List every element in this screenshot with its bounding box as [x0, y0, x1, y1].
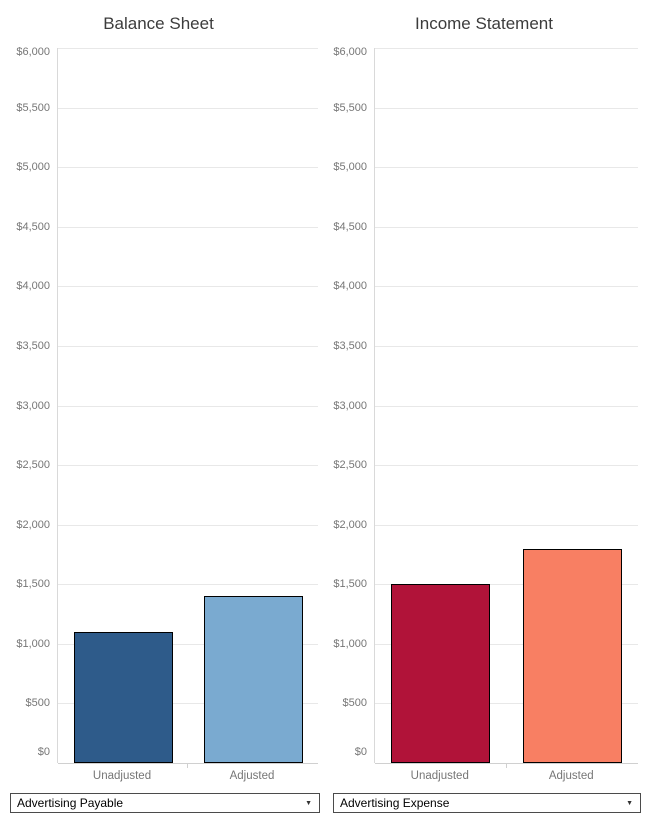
plot-area	[374, 48, 638, 764]
y-axis-tick-label: $1,000	[333, 637, 367, 650]
y-axis-tick-label: $5,000	[333, 161, 367, 174]
y-axis-tick-label: $0	[354, 746, 367, 758]
gridline	[375, 643, 638, 645]
unadjusted-bar[interactable]	[391, 584, 491, 763]
gridline	[58, 465, 318, 467]
adjusted-bar[interactable]	[203, 596, 303, 763]
y-axis-tick-label: $3,500	[16, 339, 50, 352]
y-axis-tick-label: $500	[25, 697, 50, 710]
gridline	[58, 167, 318, 169]
gridline	[58, 107, 318, 109]
y-axis-tick-label: $4,000	[333, 280, 367, 293]
x-axis-tick-mark	[505, 763, 507, 768]
gridline	[58, 345, 318, 347]
y-axis-tick-label: $2,500	[333, 459, 367, 472]
selected-account-label: Advertising Payable	[17, 796, 124, 810]
x-axis-category-label: Adjusted	[548, 770, 594, 782]
chart-title: Balance Sheet	[103, 14, 214, 33]
y-axis-tick-label: $4,500	[333, 220, 367, 233]
y-axis-tick-label: $4,500	[16, 220, 50, 233]
chart-title: Income Statement	[415, 14, 553, 33]
income-statement-chart: Income Statement Advertising Expense ▼ $…	[331, 0, 663, 831]
gridline	[375, 286, 638, 288]
gridline	[375, 703, 638, 705]
adjusted-bar[interactable]	[522, 548, 622, 763]
gridline	[58, 226, 318, 228]
y-axis-tick-label: $5,500	[16, 101, 50, 114]
y-axis-tick-label: $5,000	[16, 161, 50, 174]
gridline	[375, 48, 638, 49]
x-axis-tick-mark	[187, 763, 188, 768]
plot-area	[57, 48, 318, 764]
chevron-down-icon: ▼	[626, 800, 633, 807]
gridline	[375, 405, 638, 407]
gridline	[58, 584, 318, 586]
gridline	[58, 405, 318, 407]
y-axis-tick-label: $0	[37, 746, 50, 758]
balance-sheet-chart: Balance Sheet Advertising Payable ▼ $0 $5…	[0, 0, 331, 831]
account-selector-dropdown[interactable]: Advertising Expense ▼	[333, 793, 641, 813]
gridline	[58, 48, 318, 49]
gridline	[58, 703, 318, 705]
x-axis-category-label: Unadjusted	[92, 770, 152, 782]
gridline	[375, 524, 638, 526]
y-axis-tick-label: $2,000	[333, 518, 367, 531]
gridline	[375, 167, 638, 169]
y-axis-tick-label: $1,500	[333, 578, 367, 591]
y-axis-tick-label: $3,000	[16, 399, 50, 412]
account-selector-dropdown[interactable]: Advertising Payable ▼	[10, 793, 320, 813]
gridline	[58, 763, 318, 764]
y-axis-tick-label: $2,500	[16, 459, 50, 472]
y-axis-tick-label: $3,500	[333, 339, 367, 352]
y-axis-tick-label: $1,500	[16, 578, 50, 591]
x-axis-category-label: Unadjusted	[410, 770, 469, 782]
gridline	[375, 465, 638, 467]
chevron-down-icon: ▼	[305, 800, 312, 807]
y-axis-tick-label: $6,000	[333, 46, 367, 58]
y-axis-tick-label: $6,000	[16, 46, 50, 58]
x-axis-category-label: Adjusted	[229, 770, 275, 782]
gridline	[375, 107, 638, 109]
gridline	[58, 524, 318, 526]
y-axis-tick-label: $500	[342, 697, 367, 710]
gridline	[375, 345, 638, 347]
y-axis-tick-label: $1,000	[16, 637, 50, 650]
gridline	[58, 286, 318, 288]
selected-account-label: Advertising Expense	[340, 796, 450, 810]
y-axis-tick-label: $5,500	[333, 101, 367, 114]
y-axis-tick-label: $3,000	[333, 399, 367, 412]
gridline	[375, 763, 638, 764]
y-axis-tick-label: $4,000	[16, 280, 50, 293]
gridline	[375, 584, 638, 586]
unadjusted-bar[interactable]	[73, 631, 173, 763]
gridline	[58, 643, 318, 645]
y-axis-tick-label: $2,000	[16, 518, 50, 531]
gridline	[375, 226, 638, 228]
